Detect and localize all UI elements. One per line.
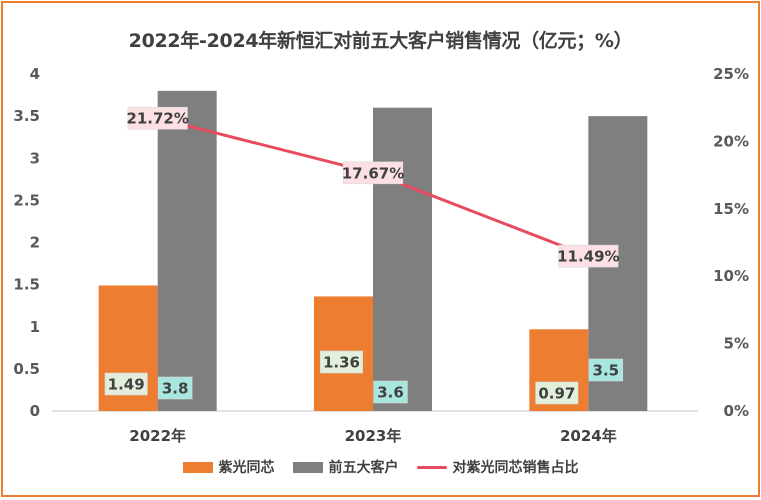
y-axis-left: 0 0.5 1 1.5 2 2.5 3 3.5 4 xyxy=(13,65,40,420)
x-category-label: 2023年 xyxy=(345,427,402,445)
data-label-ziguang-bg xyxy=(319,350,363,374)
y-left-tick-label: 0 xyxy=(30,402,40,420)
y-left-tick-label: 4 xyxy=(30,65,40,83)
x-category-label: 2024年 xyxy=(560,427,617,445)
data-label-ziguang-bg xyxy=(104,372,148,396)
x-axis-categories: 2022年 2023年 2024年 xyxy=(129,427,616,445)
legend-item-top5[interactable]: 前五大客户 xyxy=(292,457,399,477)
legend-label: 紫光同芯 xyxy=(218,460,275,476)
data-label-share-bg xyxy=(558,244,619,268)
legend-swatch-orange xyxy=(182,461,213,473)
data-label-share: 11.49% xyxy=(557,248,619,266)
y-right-tick-label: 15% xyxy=(713,200,749,218)
data-label-ziguang-bg xyxy=(535,381,579,405)
y-left-tick-label: 3.5 xyxy=(13,107,40,125)
data-label-top5-bg xyxy=(588,358,624,382)
data-label-ziguang: 0.97 xyxy=(538,385,575,403)
y-left-tick-label: 2.5 xyxy=(13,191,40,209)
data-label-share-bg xyxy=(127,106,188,130)
y-right-tick-label: 5% xyxy=(724,335,749,353)
data-label-top5: 3.5 xyxy=(593,362,620,380)
y-left-tick-label: 3 xyxy=(30,149,40,167)
data-label-share: 17.67% xyxy=(342,164,404,182)
legend-label: 对紫光同芯销售占比 xyxy=(452,460,579,476)
y-right-tick-label: 20% xyxy=(713,132,749,150)
chart-title: 2022年-2024年新恒汇对前五大客户销售情况（亿元；%） xyxy=(128,30,633,52)
y-right-tick-label: 25% xyxy=(713,65,749,83)
y-axis-right: 0% 5% 10% 15% 20% 25% xyxy=(713,65,749,420)
data-label-share-bg xyxy=(342,161,404,185)
y-right-tick-label: 0% xyxy=(724,402,749,420)
data-label-ziguang: 1.49 xyxy=(108,376,145,394)
legend-item-ziguang[interactable]: 紫光同芯 xyxy=(182,457,275,477)
data-label-top5-bg xyxy=(157,376,193,400)
y-left-tick-label: 1 xyxy=(30,318,40,336)
data-label-top5: 3.8 xyxy=(162,380,189,398)
data-label-top5-bg xyxy=(373,380,408,404)
legend-item-share[interactable]: 对紫光同芯销售占比 xyxy=(416,457,579,477)
data-label-ziguang: 1.36 xyxy=(323,354,360,372)
legend-swatch-line xyxy=(416,465,447,469)
y-left-tick-label: 0.5 xyxy=(13,360,40,378)
data-label-share: 21.72% xyxy=(126,110,188,128)
y-left-tick-label: 2 xyxy=(30,234,40,252)
bar-top5 xyxy=(157,90,217,411)
y-right-tick-label: 10% xyxy=(713,267,749,285)
bar-top5 xyxy=(373,107,432,411)
legend: 紫光同芯 前五大客户 对紫光同芯销售占比 xyxy=(0,457,761,477)
data-label-top5: 3.6 xyxy=(377,384,404,402)
data-labels-group: 1.49 3.8 1.36 3.6 0.97 3.5 21.72% 17.67% 11.49% xyxy=(104,106,624,405)
legend-label: 前五大客户 xyxy=(328,460,399,476)
x-category-label: 2022年 xyxy=(129,427,186,445)
y-left-tick-label: 1.5 xyxy=(13,276,40,294)
legend-swatch-grey xyxy=(292,461,323,473)
